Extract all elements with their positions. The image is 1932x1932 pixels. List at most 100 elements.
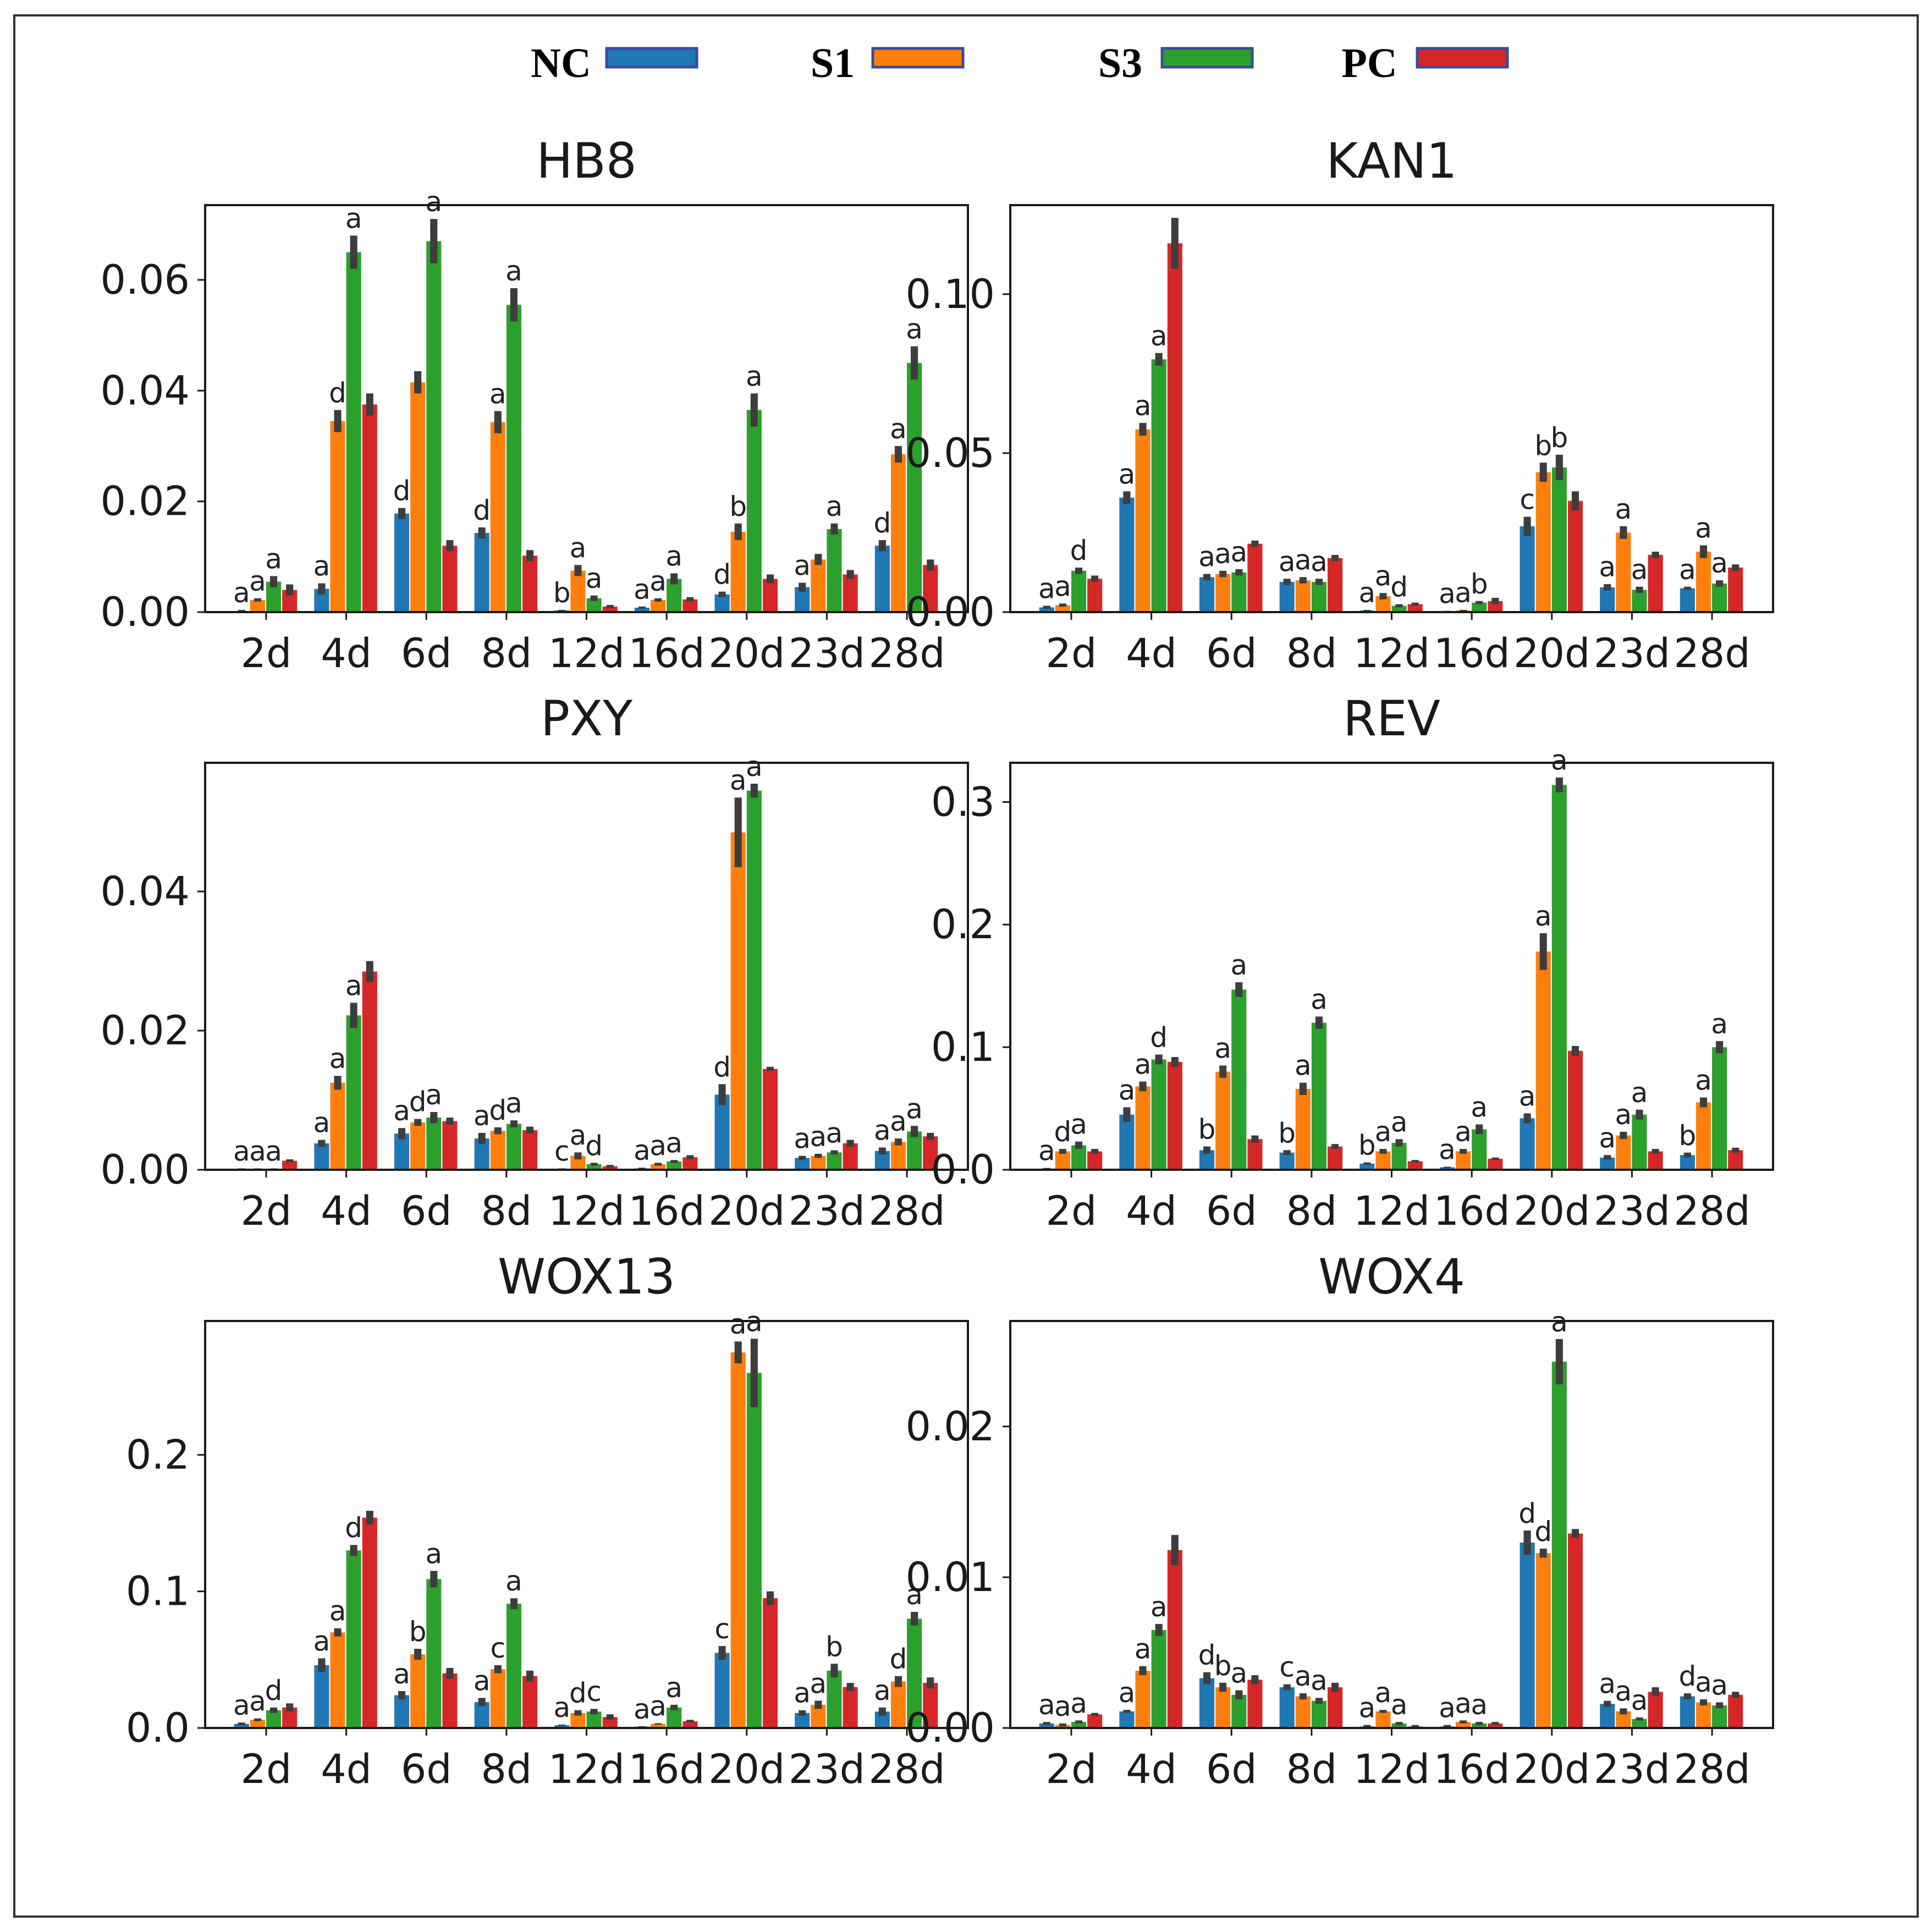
- bar-s3: [1712, 1705, 1727, 1728]
- bar-pc: [1327, 1687, 1343, 1728]
- bar-pc: [1167, 1550, 1182, 1728]
- bar-s1: [1616, 532, 1631, 612]
- x-tick-label: 8d: [481, 1746, 532, 1793]
- bar-s1: [1295, 1088, 1311, 1170]
- significance-label: d: [409, 1086, 427, 1118]
- bar-s3: [586, 1711, 602, 1728]
- significance-label: d: [345, 1512, 362, 1544]
- bar-nc: [1600, 1704, 1615, 1728]
- significance-label: a: [649, 1130, 667, 1162]
- x-tick-label: 12d: [548, 1188, 625, 1235]
- significance-label: a: [906, 1093, 923, 1125]
- significance-label: d: [265, 1675, 283, 1707]
- significance-label: a: [810, 1121, 827, 1153]
- legend: NC S1 S3 PC: [531, 40, 1509, 86]
- significance-label: a: [553, 1692, 570, 1724]
- significance-label: a: [1151, 1591, 1168, 1623]
- bar-nc: [1359, 1163, 1375, 1170]
- bar-nc: [234, 1724, 249, 1728]
- bar-s3: [907, 362, 922, 612]
- significance-label: a: [313, 1107, 331, 1139]
- bar-s3: [667, 1161, 682, 1170]
- bar-nc: [1680, 588, 1695, 612]
- bar-s1: [1375, 1151, 1391, 1170]
- legend-label-pc: PC: [1341, 40, 1397, 86]
- plot-frame: [204, 762, 969, 1171]
- bar-s3: [346, 252, 361, 612]
- significance-label: a: [1135, 390, 1152, 422]
- significance-label: d: [713, 559, 731, 591]
- bar-s3: [1231, 989, 1247, 1170]
- significance-label: a: [746, 360, 763, 392]
- significance-label: a: [794, 1123, 811, 1155]
- bar-s3: [1311, 1700, 1326, 1728]
- bar-s1: [890, 1681, 906, 1728]
- significance-label: a: [233, 1689, 250, 1721]
- bar-s1: [1535, 472, 1551, 612]
- bar-s1: [1215, 1071, 1231, 1170]
- significance-label: a: [329, 1043, 346, 1075]
- bar-s1: [490, 422, 505, 612]
- bar-s1: [890, 454, 906, 612]
- significance-label: a: [810, 1667, 827, 1699]
- x-tick-label: 4d: [1126, 630, 1177, 677]
- bar-s3: [1632, 1114, 1647, 1170]
- bar-pc: [1648, 1151, 1663, 1170]
- bar-pc: [442, 546, 458, 612]
- legend-swatch-s1: [871, 47, 965, 69]
- significance-label: a: [1599, 551, 1616, 583]
- significance-label: d: [873, 507, 891, 539]
- y-tick-label: 0.0: [931, 1147, 995, 1193]
- bar-nc: [1039, 607, 1054, 612]
- bar-s1: [811, 559, 826, 612]
- panel-title: WOX4: [1318, 1248, 1465, 1305]
- bar-s1: [811, 1155, 826, 1170]
- x-tick-label: 4d: [1126, 1746, 1177, 1793]
- bar-pc: [682, 1157, 698, 1170]
- significance-label: b: [409, 1616, 427, 1648]
- bar-s1: [651, 599, 666, 612]
- bar-s1: [410, 1654, 426, 1728]
- significance-label: a: [1455, 1116, 1472, 1148]
- bar-s3: [1472, 602, 1487, 612]
- significance-label: a: [1358, 577, 1375, 609]
- bar-s3: [1071, 570, 1087, 612]
- bar-pc: [923, 1683, 938, 1728]
- bar-pc: [843, 1687, 858, 1728]
- y-tick-label: 0.00: [905, 589, 995, 636]
- bar-s1: [651, 1164, 666, 1170]
- significance-label: a: [874, 1115, 891, 1147]
- x-tick-label: 2d: [1046, 1188, 1097, 1235]
- significance-label: a: [746, 751, 763, 783]
- bar-pc: [1087, 1151, 1103, 1170]
- x-tick-label: 2d: [241, 1746, 292, 1793]
- bar-s3: [1151, 1630, 1166, 1728]
- y-tick-label: 0.00: [100, 589, 190, 636]
- significance-label: a: [1230, 1657, 1247, 1689]
- bar-s1: [1696, 552, 1711, 612]
- bar-s3: [827, 1152, 842, 1170]
- significance-label: a: [890, 1105, 907, 1137]
- bar-s3: [506, 305, 521, 612]
- bar-nc: [1520, 526, 1535, 612]
- x-tick-label: 28d: [868, 1188, 945, 1235]
- significance-label: a: [233, 577, 250, 609]
- y-tick-label: 0.02: [100, 1008, 190, 1054]
- significance-label: a: [1391, 1106, 1408, 1138]
- significance-label: a: [1295, 1050, 1312, 1082]
- significance-label: a: [1471, 1092, 1488, 1124]
- bar-nc: [1199, 1678, 1215, 1728]
- x-tick-label: 8d: [1286, 1188, 1337, 1235]
- significance-label: a: [1631, 1077, 1648, 1109]
- significance-label: a: [1695, 513, 1712, 544]
- bar-pc: [282, 1160, 298, 1170]
- bar-s1: [330, 1082, 345, 1170]
- y-tick-label: 0.2: [126, 1432, 190, 1478]
- significance-label: a: [1214, 538, 1231, 570]
- bar-nc: [474, 1702, 489, 1728]
- bar-s3: [586, 1164, 602, 1170]
- x-tick-label: 16d: [1434, 1188, 1510, 1235]
- bar-s1: [1696, 1702, 1711, 1728]
- significance-label: a: [665, 541, 682, 573]
- significance-label: a: [1439, 1692, 1456, 1724]
